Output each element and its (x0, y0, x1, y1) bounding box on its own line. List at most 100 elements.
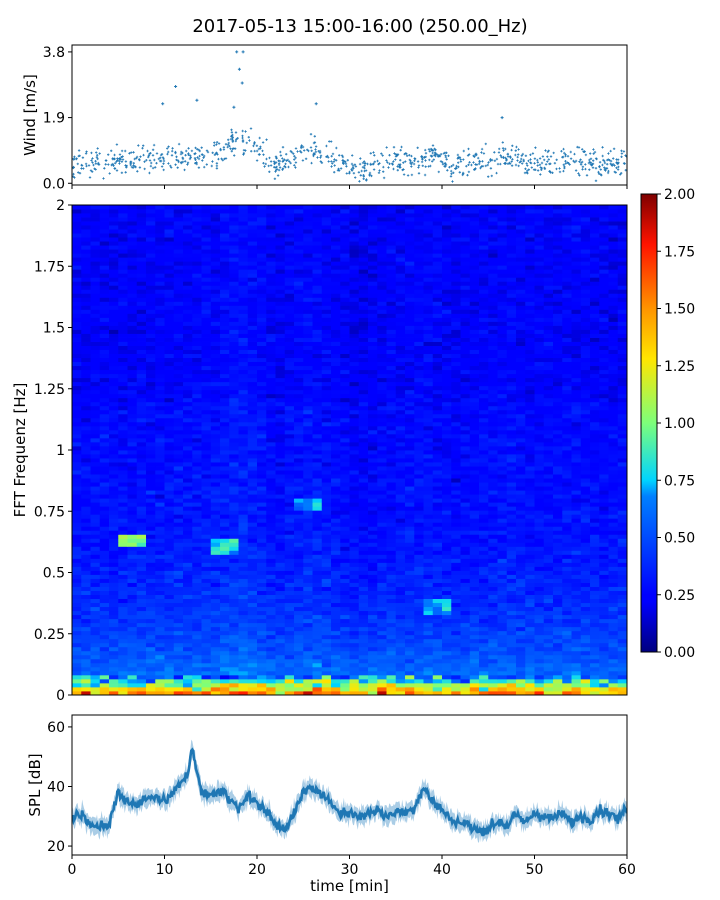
wind-point (562, 169, 565, 173)
spectrogram-cell (303, 642, 313, 648)
spectrogram-cell (164, 654, 175, 660)
spectrogram-cell (368, 538, 378, 543)
spectrogram-cell (164, 562, 175, 567)
spectrogram-cell (358, 634, 369, 640)
spectrogram-cell (210, 614, 221, 620)
wind-point (293, 155, 296, 158)
spectrogram-cell (525, 582, 535, 587)
spectrogram-cell (506, 534, 517, 539)
spectrogram-cell (590, 618, 600, 624)
spectrogram-cell (238, 646, 249, 652)
spectrogram-cell (183, 622, 193, 628)
spectrogram-cell (525, 566, 535, 571)
spectrogram-cell (90, 454, 101, 459)
spectrogram-cell (432, 498, 443, 503)
spectrogram-cell (229, 618, 239, 624)
spectrogram-cell (580, 429, 591, 435)
spectrogram-cell (331, 526, 341, 531)
spectrogram-cell (506, 550, 517, 555)
spectrogram-cell (506, 634, 517, 640)
spectrogram-cell (349, 522, 360, 527)
spectrogram-cell (534, 574, 545, 579)
wind-point (583, 150, 586, 153)
spectrogram-cell (599, 606, 609, 612)
spectrogram-cell (534, 522, 545, 527)
spectrogram-cell (183, 421, 193, 427)
spectrogram-cell (460, 462, 471, 467)
spectrogram-cell (580, 478, 591, 483)
spectrogram-cell (358, 498, 369, 503)
spectrogram-cell (275, 622, 286, 628)
spectrogram-cell (312, 454, 323, 459)
spectrogram-cell (395, 570, 406, 575)
spectrogram-cell (599, 602, 609, 608)
spectrogram-cell (109, 498, 119, 503)
spectrogram-cell (386, 674, 397, 680)
spectrogram-cell (368, 502, 378, 507)
wind-point (331, 152, 335, 156)
spectrogram-cell (395, 630, 406, 636)
spectrogram-cell (210, 594, 221, 600)
spectrogram-cell (303, 526, 313, 531)
spectrogram-cell (118, 437, 128, 443)
spectrogram-cell (358, 441, 369, 447)
spectrogram-cell (173, 429, 184, 435)
spectrogram-cell (146, 654, 156, 660)
spectrogram-cell (395, 550, 406, 555)
spectrogram-cell (534, 590, 545, 595)
spectrogram-cell (201, 662, 212, 668)
spectrogram-cell (479, 638, 489, 644)
spectrogram-cell (543, 441, 554, 447)
spectrogram-cell (266, 638, 276, 644)
spectrogram-cell (377, 582, 387, 587)
wind-point (515, 145, 518, 149)
wind-point (423, 173, 427, 177)
spectrogram-cell (220, 654, 230, 660)
spectrogram-cell (608, 638, 619, 644)
spectrogram-cell (173, 602, 184, 608)
spectrogram-cell (562, 502, 572, 507)
spectrogram-cell (562, 658, 572, 664)
spectrogram-cell (395, 670, 406, 676)
spectrogram-cell (451, 646, 461, 652)
spectrogram-cell (405, 437, 415, 443)
spectrogram-cell (192, 433, 202, 439)
wind-point (521, 152, 525, 156)
spectrogram-cell (608, 622, 619, 628)
spectrogram-cell (571, 574, 582, 579)
spectrogram-cell (192, 666, 202, 672)
spectrogram-cell (571, 678, 582, 684)
spectrogram-cell (368, 602, 378, 608)
spectrogram-cell (423, 534, 434, 539)
spectrogram-cell (99, 546, 110, 551)
spectrogram-cell (173, 582, 184, 587)
spectrogram-cell (349, 626, 360, 632)
spectrogram-cell (90, 594, 101, 600)
spectrogram-cell (321, 474, 332, 479)
spectrogram-cell (127, 462, 138, 467)
spectrogram-cell (525, 433, 535, 439)
wind-point (215, 151, 218, 154)
spectrogram-cell (377, 570, 387, 575)
spectrogram-cell (442, 566, 452, 571)
spectrogram-cell (303, 522, 313, 527)
spectrogram-cell (414, 578, 424, 583)
spectrogram-cell (617, 542, 627, 547)
wind-point (162, 157, 165, 161)
wind-point (215, 167, 219, 170)
spectrogram-cell (173, 570, 184, 575)
spectrogram-cell (451, 526, 461, 531)
spectrogram-cell (368, 654, 378, 660)
wind-point (336, 169, 340, 172)
spectrogram-cell (386, 670, 397, 676)
wind-point (189, 154, 192, 157)
wind-point (309, 133, 313, 136)
spectrogram-cell (608, 562, 619, 567)
spectrogram-cell (275, 534, 286, 539)
wind-point (228, 144, 231, 148)
wind-point (377, 171, 381, 174)
wind-point (414, 157, 417, 161)
spectrogram-cell (460, 490, 471, 495)
spectrogram-cell (442, 478, 452, 483)
spectrogram-cell (99, 498, 110, 503)
